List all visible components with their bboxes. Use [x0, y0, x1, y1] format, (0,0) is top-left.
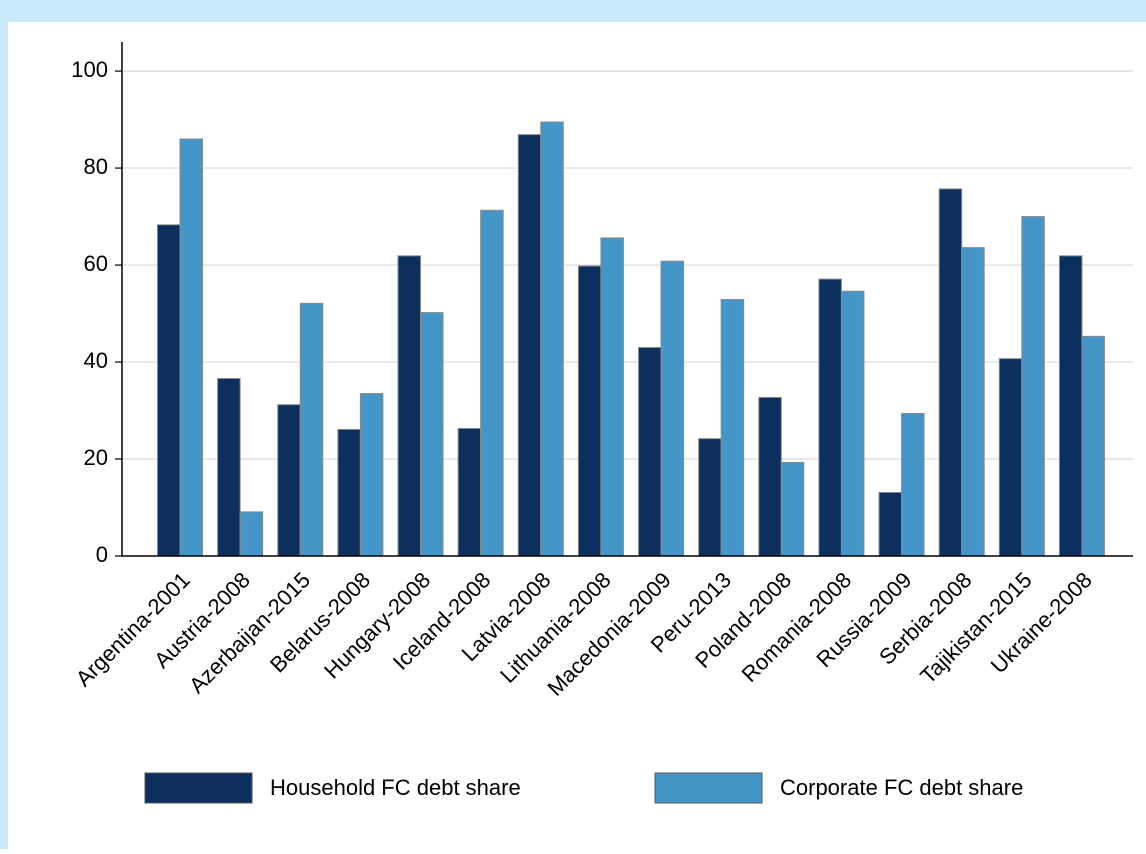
bar [517, 134, 542, 557]
y-tick-label: 80 [84, 154, 108, 179]
bar [961, 247, 985, 557]
bar [938, 188, 963, 557]
bar [720, 298, 745, 557]
bar [1021, 216, 1045, 557]
bar [638, 346, 662, 557]
bar [577, 265, 602, 557]
y-tick-label: 20 [84, 445, 108, 470]
bar [337, 428, 361, 557]
bar [239, 511, 264, 557]
y-tick-label: 40 [84, 348, 108, 373]
bar [217, 378, 241, 557]
bar [1058, 255, 1083, 557]
bar [359, 393, 384, 557]
bar [277, 404, 301, 557]
bar [299, 302, 324, 557]
bar [878, 491, 903, 557]
y-tick-label: 0 [96, 542, 108, 567]
legend-swatch [654, 772, 763, 804]
bar [600, 237, 624, 557]
bar [540, 121, 564, 557]
bar [818, 278, 842, 557]
legend-swatch [144, 772, 253, 804]
bar [901, 412, 925, 557]
bar [1081, 335, 1105, 557]
legend-label: Household FC debt share [270, 775, 521, 800]
y-tick-label: 60 [84, 251, 108, 276]
bar [179, 138, 203, 557]
bar [397, 255, 422, 557]
bar [157, 224, 181, 557]
y-tick-label: 100 [71, 57, 108, 82]
legend-label: Corporate FC debt share [780, 775, 1023, 800]
bar [457, 427, 482, 557]
bar [998, 358, 1023, 557]
bar [758, 396, 782, 557]
bar [840, 290, 865, 557]
bar [480, 209, 504, 557]
bar [660, 260, 685, 557]
bar [698, 438, 722, 557]
bar [780, 461, 805, 557]
bar [420, 312, 444, 557]
